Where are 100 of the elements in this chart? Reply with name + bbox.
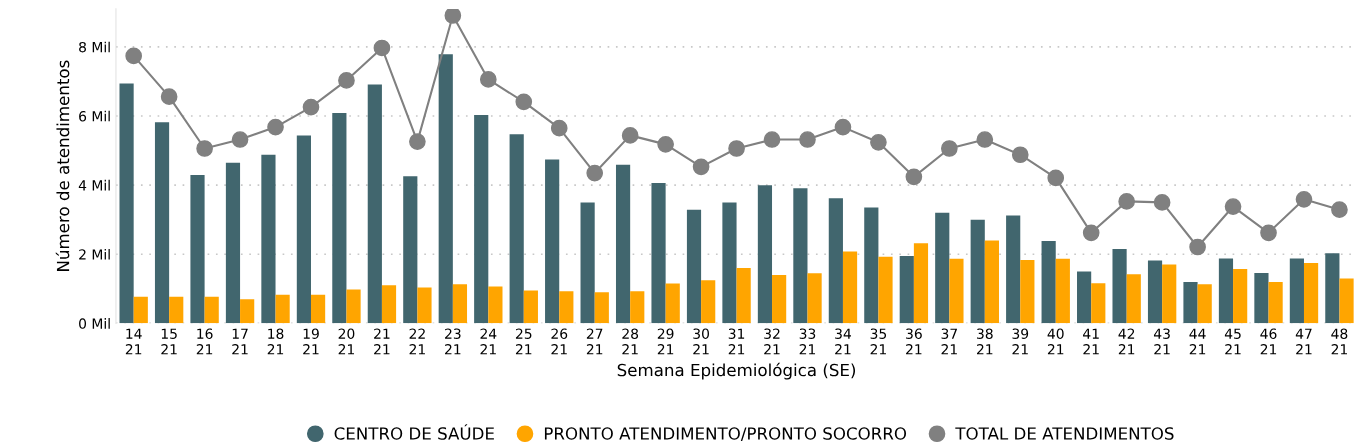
legend-label: TOTAL DE ATENDIMENTOS <box>955 427 1174 440</box>
point <box>1331 201 1348 219</box>
x-tick-label: 41 21 <box>1083 328 1099 355</box>
x-tick-label: 15 21 <box>161 328 177 355</box>
x-tick-label: 40 21 <box>1047 328 1064 355</box>
point <box>941 140 958 157</box>
bar <box>403 176 418 324</box>
bar <box>1112 249 1127 324</box>
x-tick-label: 31 21 <box>728 328 745 355</box>
bar <box>1077 271 1092 324</box>
bar <box>1254 272 1269 324</box>
bar <box>204 296 219 324</box>
x-tick-label: 35 21 <box>870 328 887 355</box>
bar <box>828 198 843 324</box>
x-tick-label: 25 21 <box>515 328 532 355</box>
x-tick-label: 27 21 <box>586 328 603 355</box>
y-tick-label: 6 Mil <box>79 110 110 122</box>
point <box>834 118 852 136</box>
x-tick-label: 47 21 <box>1295 328 1312 355</box>
point <box>1082 224 1100 242</box>
point <box>125 47 143 65</box>
bar <box>1303 262 1319 324</box>
bar <box>594 292 609 324</box>
x-tick-label: 22 21 <box>409 328 425 355</box>
bar <box>296 135 311 324</box>
bar <box>1091 283 1106 324</box>
x-axis-title: Semana Epidemiológica (SE) <box>617 362 856 380</box>
bar <box>686 209 702 324</box>
bar <box>899 255 914 324</box>
bar <box>133 296 148 324</box>
x-tick-label: 38 21 <box>976 328 993 355</box>
bar <box>523 290 538 324</box>
x-tick-label: 46 21 <box>1260 328 1277 355</box>
point <box>870 133 887 151</box>
bar <box>1325 253 1340 324</box>
point <box>1189 238 1206 256</box>
point <box>409 133 426 150</box>
point <box>763 131 781 148</box>
bar <box>1197 284 1212 324</box>
bar <box>615 164 631 324</box>
point <box>586 164 604 182</box>
bar <box>913 243 929 324</box>
x-tick-label: 33 21 <box>799 328 816 355</box>
point <box>976 131 994 148</box>
bar <box>417 287 432 324</box>
point <box>550 119 568 137</box>
bar <box>310 294 326 324</box>
bar <box>651 183 666 324</box>
bar <box>722 202 737 324</box>
x-tick-label: 45 21 <box>1224 328 1241 355</box>
bar <box>559 291 574 324</box>
bar <box>793 188 808 324</box>
bar <box>1289 258 1304 324</box>
bar <box>474 115 489 324</box>
x-tick-label: 34 21 <box>835 328 852 355</box>
bar <box>261 154 276 324</box>
x-tick-label: 39 21 <box>1012 328 1029 355</box>
point <box>1118 193 1135 210</box>
bar <box>878 256 893 324</box>
bar <box>438 54 453 324</box>
y-tick-label: 2 Mil <box>79 248 110 260</box>
x-tick-label: 28 21 <box>622 328 639 355</box>
bar <box>935 212 950 324</box>
point <box>692 158 710 176</box>
point <box>479 71 497 88</box>
bar <box>452 284 468 324</box>
bar <box>1268 281 1283 324</box>
point <box>905 168 923 186</box>
bar <box>772 274 787 324</box>
bar <box>1055 258 1070 324</box>
x-tick-label: 21 21 <box>374 328 390 355</box>
x-tick-label: 43 21 <box>1153 328 1170 355</box>
bar <box>1339 278 1354 324</box>
bar <box>367 84 382 324</box>
bar <box>1183 281 1198 324</box>
bar <box>346 289 361 324</box>
bar <box>864 207 879 324</box>
point <box>1224 198 1242 215</box>
x-tick-label: 24 21 <box>480 328 497 355</box>
point <box>338 72 355 89</box>
bar <box>757 185 773 324</box>
point <box>1260 224 1277 242</box>
bar <box>701 280 716 324</box>
bar <box>225 162 241 324</box>
x-tick-label: 30 21 <box>693 328 710 355</box>
bar <box>1147 260 1163 324</box>
bar <box>509 134 524 324</box>
point <box>302 98 320 116</box>
point <box>444 8 462 24</box>
point <box>267 118 284 136</box>
x-tick-label: 26 21 <box>551 328 568 355</box>
y-tick-label: 0 Mil <box>79 318 110 329</box>
point <box>1153 194 1171 211</box>
x-tick-label: 42 21 <box>1118 328 1135 355</box>
bar <box>1006 215 1021 324</box>
point <box>1295 190 1313 208</box>
bar <box>984 240 999 324</box>
bar <box>665 283 680 324</box>
x-tick-label: 18 21 <box>267 328 284 355</box>
x-tick-label: 16 21 <box>196 328 213 355</box>
